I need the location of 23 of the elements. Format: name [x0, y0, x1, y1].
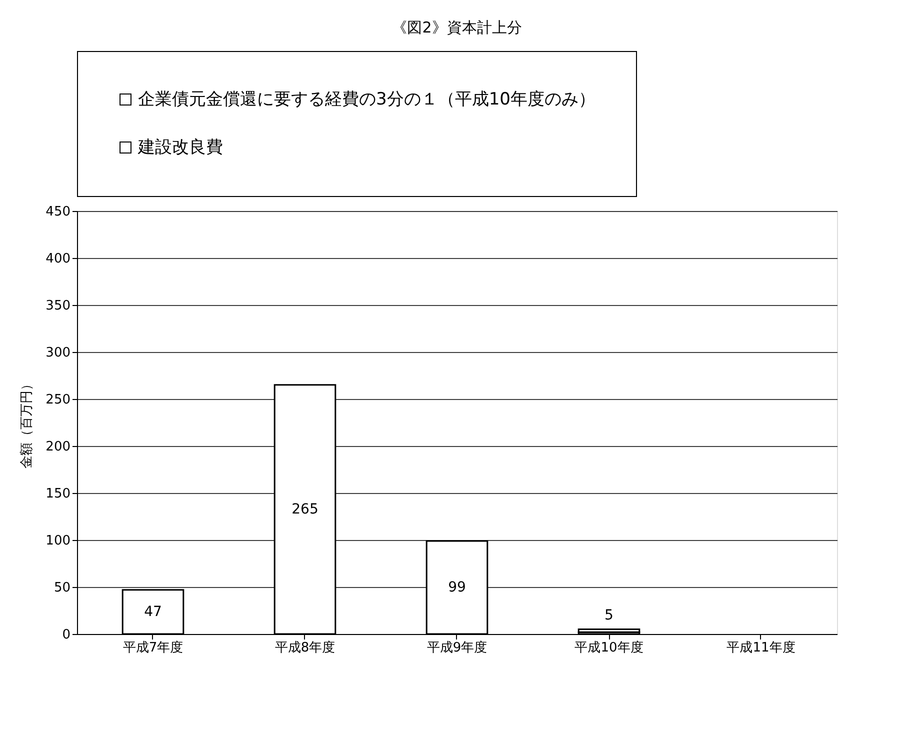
x-tick-label: 平成11年度 [726, 640, 796, 656]
data-label: 47 [144, 604, 162, 620]
legend-label: 建設改良費 [137, 138, 223, 158]
legend-label: 企業債元金償還に要する経費の3分の１（平成10年度のみ） [138, 90, 596, 110]
x-tick-label: 平成10年度 [574, 640, 644, 656]
y-tick-label: 150 [46, 486, 70, 502]
y-tick-label: 0 [62, 628, 70, 642]
data-label: 99 [448, 579, 466, 596]
x-tick-label: 平成7年度 [122, 640, 184, 656]
x-tick-label: 平成9年度 [426, 640, 488, 656]
y-tick-label: 300 [46, 346, 70, 360]
y-tick-label: 400 [46, 252, 70, 266]
y-tick-label: 350 [46, 298, 70, 314]
y-axis-title: 金額（百万円） [20, 378, 35, 468]
y-tick-label: 450 [46, 204, 70, 220]
y-tick-label: 200 [46, 440, 70, 454]
y-tick-label: 100 [46, 534, 70, 548]
total-label: 5 [604, 607, 614, 624]
x-tick-label: 平成8年度 [274, 640, 336, 656]
chart-title: 《図2》資本計上分 [392, 18, 522, 36]
data-label: 265 [292, 501, 318, 518]
y-tick-label: 250 [46, 392, 70, 408]
y-tick-label: 50 [54, 580, 70, 596]
